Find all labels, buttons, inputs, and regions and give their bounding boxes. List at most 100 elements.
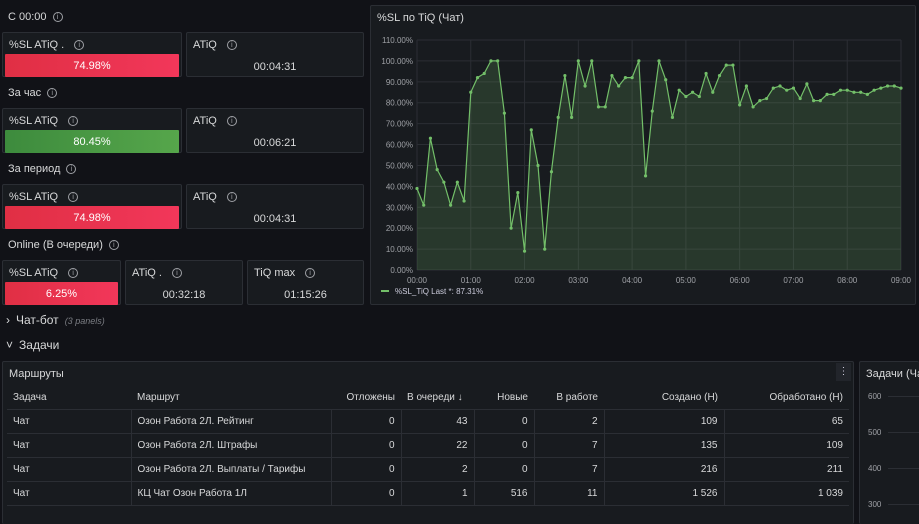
info-icon[interactable]: i [108,240,119,250]
atiq-online-value: 00:32:18 [162,289,206,301]
col-new[interactable]: Новые [474,387,534,410]
tasks-chart-panel: Задачи (Чат 600 500 400 300 [859,361,919,524]
col-in-queue[interactable]: В очереди ↓ [401,387,474,410]
panel-menu-icon[interactable]: ⋮ [836,363,851,381]
table-row[interactable]: Чат КЦ Чат Озон Работа 1Л 0 1 516 11 1 5… [7,481,849,506]
cell-new: 516 [474,481,535,506]
chart-title: %SL по TiQ (Чат) [377,12,464,24]
data-point [677,88,681,92]
series-area [417,60,901,271]
tasks-y-tick: 300 [868,500,882,509]
row-chatbot-hint: (3 panels) [64,316,105,326]
col-route[interactable]: Маршрут [131,387,331,410]
data-point [637,59,641,63]
x-tick-label: 08:00 [837,276,858,285]
data-point [697,94,701,99]
data-point [462,199,466,203]
info-icon[interactable]: i [68,192,79,202]
cell-in-work: 11 [534,481,605,506]
cell-created: 216 [604,457,725,482]
row-tasks[interactable]: ˅ Задачи [6,338,59,352]
cell-in-queue: 1 [401,481,475,506]
y-tick-label: 60.00% [386,141,413,150]
data-point [717,73,722,78]
atiq-period-panel: ATiQ i 00:04:31 [186,184,364,229]
panel-title: %SL ATiQ i [9,267,79,279]
data-point [617,84,621,88]
cell-processed: 109 [724,433,849,458]
row-tasks-title: Задачи [19,338,60,352]
data-point [489,59,493,63]
cell-route: КЦ Чат Озон Работа 1Л [131,481,332,506]
data-point [785,88,789,92]
data-point [428,136,433,140]
info-icon[interactable]: i [305,268,316,278]
data-point [650,109,654,113]
x-tick-label: 07:00 [783,276,804,285]
info-icon[interactable]: i [66,164,77,174]
data-point [758,99,762,103]
col-postponed[interactable]: Отложены [331,387,401,410]
atiq-online-panel: ATiQ .i 00:32:18 [125,260,243,305]
cell-postponed: 0 [331,433,402,458]
data-point [812,99,816,103]
tasks-panel-title: Задачи (Чат [866,368,919,380]
cell-new: 0 [474,409,535,434]
col-in-work[interactable]: В работе [534,387,604,410]
data-point [852,90,856,94]
cell-created: 135 [604,433,725,458]
data-point [731,63,735,67]
data-point [496,59,500,63]
info-icon[interactable]: i [74,40,85,50]
row-chatbot[interactable]: › Чат-бот (3 panels) [6,313,105,327]
info-icon[interactable]: i [47,88,58,98]
legend-label: %SL_TiQ Last *: 87.31% [395,287,483,296]
table-row[interactable]: Чат Озон Работа 2Л. Штрафы 0 22 0 7 135 … [7,433,849,458]
col-created[interactable]: Создано (Н) [604,387,724,410]
data-point [509,226,513,230]
sl-tiq-chart[interactable]: 0.00% 10.00% 20.00% 30.00% 40.00% 50.00% 60.00… [371,6,917,306]
cell-in-work: 7 [534,457,605,482]
panel-title: ATiQ i [193,191,237,203]
info-icon[interactable]: i [52,12,63,22]
data-point [805,82,809,86]
data-point [576,59,580,63]
data-point [422,203,426,207]
panel-title: %SL ATiQ i [9,115,79,127]
table-row[interactable]: Чат Озон Работа 2Л. Рейтинг 0 43 0 2 109… [7,409,849,434]
tiq-max-value: 01:15:26 [284,289,327,301]
col-processed[interactable]: Обработано (Н) [724,387,849,410]
info-icon[interactable]: i [226,116,237,126]
info-icon[interactable]: i [171,268,182,278]
data-point [610,73,614,78]
chevron-down-icon: ˅ [6,338,14,352]
panel-title: ATiQ i [193,115,237,127]
x-tick-label: 02:00 [515,276,536,285]
data-point [691,90,695,94]
data-point [556,115,560,119]
table-row[interactable]: Чат Озон Работа 2Л. Выплаты / Тарифы 0 2… [7,457,849,482]
y-tick-label: 20.00% [386,224,413,233]
data-point [711,90,715,94]
info-icon[interactable]: i [68,116,79,126]
y-tick-label: 110.00% [382,36,413,45]
data-point [879,86,883,90]
data-point [838,88,843,92]
y-tick-label: 70.00% [386,120,413,129]
col-task[interactable]: Задача [7,387,131,410]
info-icon[interactable]: i [68,268,79,278]
cell-task: Чат [7,457,132,482]
x-tick-label: 03:00 [568,276,589,285]
data-point [469,90,473,94]
cell-in-queue: 43 [401,409,475,434]
data-point [596,105,601,109]
cell-created: 1 526 [604,481,725,506]
data-point [724,63,728,67]
info-icon[interactable]: i [226,192,237,202]
cell-in-queue: 22 [401,433,475,458]
data-point [825,92,829,96]
gridline [888,432,919,433]
data-point [859,90,863,94]
cell-new: 0 [474,433,535,458]
info-icon[interactable]: i [226,40,237,50]
